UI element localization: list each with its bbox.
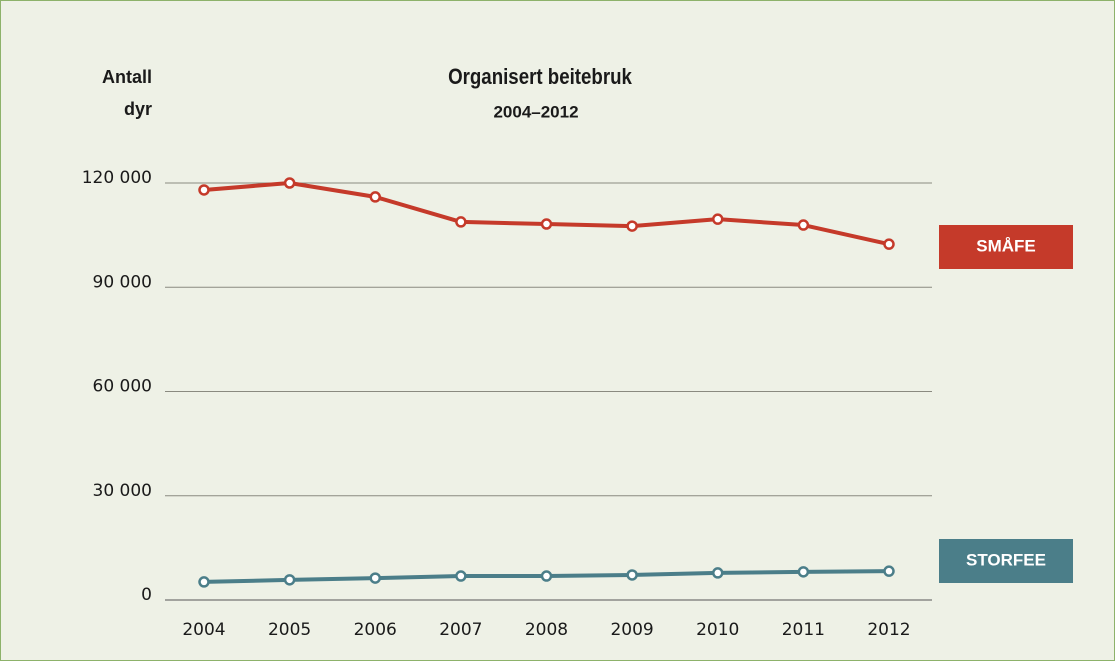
data-point (797, 566, 810, 578)
data-point (540, 570, 553, 582)
data-point (198, 576, 210, 588)
y-tick-label: 90 000 (93, 272, 152, 292)
data-point (797, 219, 810, 231)
y-tick-label: 30 000 (93, 481, 152, 501)
y-tick-label: 60 000 (93, 377, 152, 397)
y-axis-label: Antall (102, 67, 152, 87)
x-tick-label: 2011 (782, 620, 825, 640)
x-tick-label: 2008 (525, 620, 568, 640)
x-tick-label: 2010 (696, 620, 739, 640)
data-point (369, 572, 381, 584)
data-point (626, 220, 638, 232)
data-point (283, 574, 296, 586)
data-point (540, 218, 553, 230)
data-point (455, 216, 467, 228)
x-tick-label: 2006 (354, 620, 397, 640)
data-point (883, 238, 895, 250)
x-tick-label: 2005 (268, 620, 311, 640)
chart-title: Organisert beitebruk (448, 65, 632, 89)
data-point (283, 177, 296, 189)
y-tick-label: 0 (141, 585, 152, 605)
data-point (626, 569, 638, 581)
x-tick-label: 2009 (610, 620, 653, 640)
data-point (712, 567, 724, 579)
x-tick-label: 2007 (439, 620, 482, 640)
data-point (455, 570, 467, 582)
data-point (198, 184, 210, 196)
chart-subtitle: 2004–2012 (493, 102, 578, 121)
legend-label: SMÅFE (976, 236, 1036, 255)
data-point (712, 213, 724, 225)
x-tick-label: 2004 (182, 620, 225, 640)
y-tick-label: 120 000 (82, 168, 152, 188)
x-tick-label: 2012 (867, 620, 910, 640)
legend-label: STORFEE (966, 550, 1046, 569)
legend-box (939, 225, 1073, 269)
legend-box (939, 539, 1073, 583)
y-axis-label: dyr (124, 99, 152, 119)
data-point (883, 565, 895, 577)
data-point (369, 191, 381, 203)
